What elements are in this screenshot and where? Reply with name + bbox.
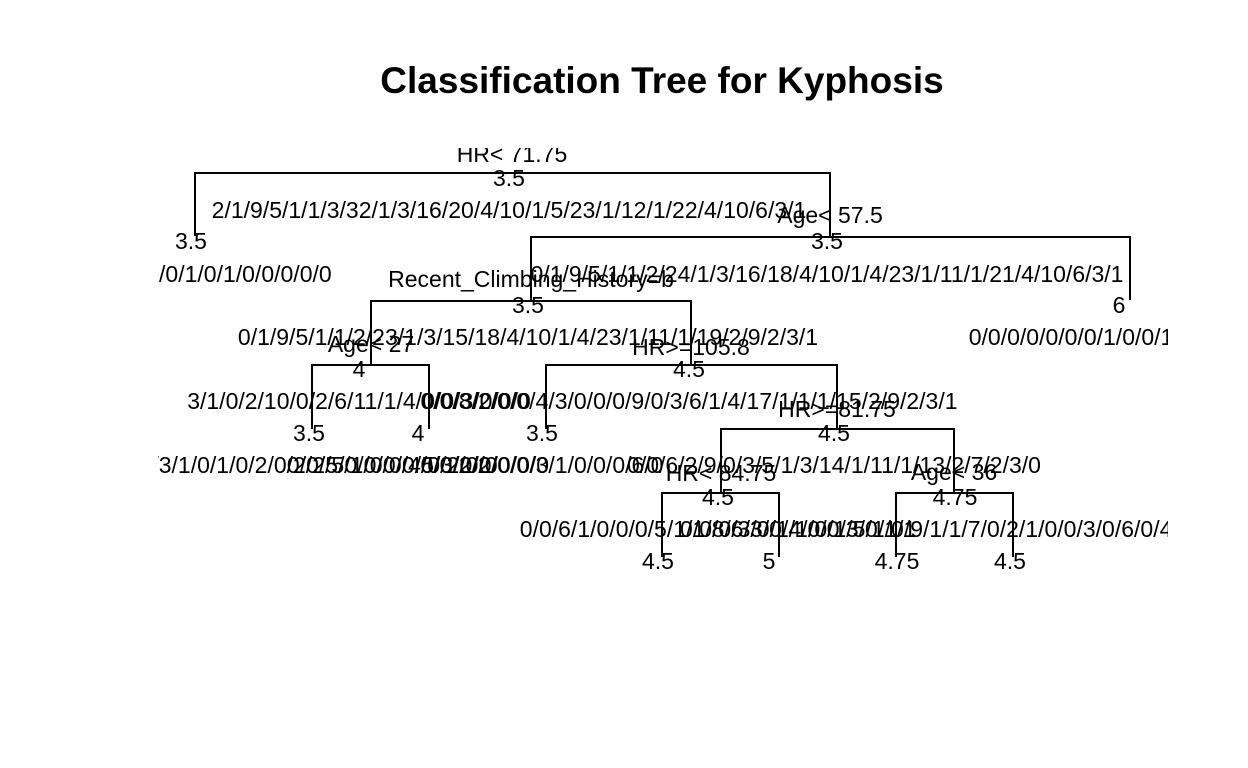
leaf-35a-value: 3.5 bbox=[293, 420, 325, 446]
node-values: 3.5 3.5 3.5 3.5 6 4 4.5 3.5 4 3.5 4.5 4.5 4.75 4.5 5 4.… bbox=[175, 165, 1125, 574]
diagram-title: Classification Tree for Kyphosis bbox=[380, 60, 943, 101]
split-hr-81-branch bbox=[720, 428, 955, 493]
n-climb-counts: 0/1/9/5/1/1/2/23/1/3/15/18/4/10/1/4/23/1… bbox=[238, 324, 818, 350]
split-age-27-label: Age< 27 bbox=[328, 331, 414, 357]
leaf-45b-value: 4.5 bbox=[994, 548, 1026, 574]
n-age36-counts: 0/0/0/3/0/1/1/0/1/5/1/0/9/1/1/7/0/2/1/0/… bbox=[680, 516, 1230, 542]
leaf-5-value: 5 bbox=[763, 548, 776, 574]
split-age-36-label: Age< 36 bbox=[911, 459, 997, 485]
leaf-35a-counts: 0/1/3/1/0/1/0/2/0/2/2/5/1/0/0/4/0/2/0/0 bbox=[120, 452, 497, 478]
leaf-35b-counts: 0/0/2/2/0/0/3/1/0/0/0/6/0 bbox=[421, 452, 664, 478]
split-labels: HR< 71.75 Age< 57.5 Recent_Climbing_Histor… bbox=[328, 141, 997, 486]
split-climbing-label: Recent_Climbing_History=b bbox=[388, 266, 674, 292]
root-counts: 2/1/9/5/1/1/3/32/1/3/16/20/4/10/1/5/23/1… bbox=[212, 197, 807, 223]
leaf-6-value: 6 bbox=[1113, 292, 1126, 318]
leaf-4-counts: 0/0/5/0/0/0/0/5/3/0/0/0/0/0 bbox=[287, 452, 549, 478]
leaf-475-value: 4.75 bbox=[875, 548, 920, 574]
split-hr-84-branch bbox=[661, 492, 780, 557]
n-age57-value: 3.5 bbox=[811, 228, 843, 254]
split-hr-81-label: HR>=81.75 bbox=[778, 396, 896, 422]
split-age-27-branch bbox=[311, 364, 430, 429]
leaf-4-value: 4 bbox=[412, 420, 425, 446]
split-age-57-label: Age< 57.5 bbox=[777, 202, 883, 228]
n-hr105-value: 4.5 bbox=[673, 356, 705, 382]
n-climb-value: 3.5 bbox=[512, 292, 544, 318]
n-hr105-counts: 0/0/8/2/0/0/4/3/0/0/0/9/0/3/6/1/4/17/1/1… bbox=[420, 388, 957, 414]
n-age36-value: 4.75 bbox=[933, 484, 978, 510]
leaf-6-counts: 0/0/0/0/0/0/0/1/0/0/1/0/0/0/0/2 bbox=[969, 324, 1248, 350]
n-hr81-counts: 0/0/6/2/9/0/3/5/1/3/14/1/11/1/13/2/7/2/3… bbox=[627, 452, 1041, 478]
split-hr-105-branch bbox=[545, 364, 838, 429]
split-root-branch bbox=[194, 172, 831, 236]
root-value: 3.5 bbox=[493, 165, 525, 191]
split-age-57-branch bbox=[530, 236, 1131, 300]
n-hr81-value: 4.5 bbox=[818, 420, 850, 446]
split-climbing-branch bbox=[370, 300, 692, 365]
tree-edges bbox=[194, 172, 1131, 557]
leaf-1-value: 3.5 bbox=[175, 228, 207, 254]
split-root-label: HR< 71.75 bbox=[457, 141, 568, 167]
n-hr84-counts: 0/0/6/1/0/0/0/5/1/1/8/6/3/0/4/0/0/3/0/1/… bbox=[520, 516, 916, 542]
n-age27-value: 4 bbox=[353, 356, 366, 382]
leaf-45a-value: 4.5 bbox=[642, 548, 674, 574]
n-age57-counts: 0/1/9/5/1/1/2/24/1/3/16/18/4/10/1/4/23/1… bbox=[531, 261, 1124, 287]
node-counts: 2/1/9/5/1/1/3/32/1/3/16/20/4/10/1/5/23/1… bbox=[50, 197, 1248, 542]
split-hr-105-label: HR>=105.8 bbox=[632, 334, 750, 360]
leaf-35b-value: 3.5 bbox=[526, 420, 558, 446]
split-hr-84-label: HR< 84.75 bbox=[666, 460, 777, 486]
leaf-1-counts: 2/0/0/0/1/0/0/1/0/1/0/0/0/0/0 bbox=[50, 261, 331, 287]
n-age27-counts: 3/1/0/2/10/0/2/6/11/1/4/0/0/3/0/0/0 bbox=[187, 388, 531, 414]
split-age-36-branch bbox=[895, 492, 1014, 557]
n-hr84-value: 4.5 bbox=[702, 484, 734, 510]
